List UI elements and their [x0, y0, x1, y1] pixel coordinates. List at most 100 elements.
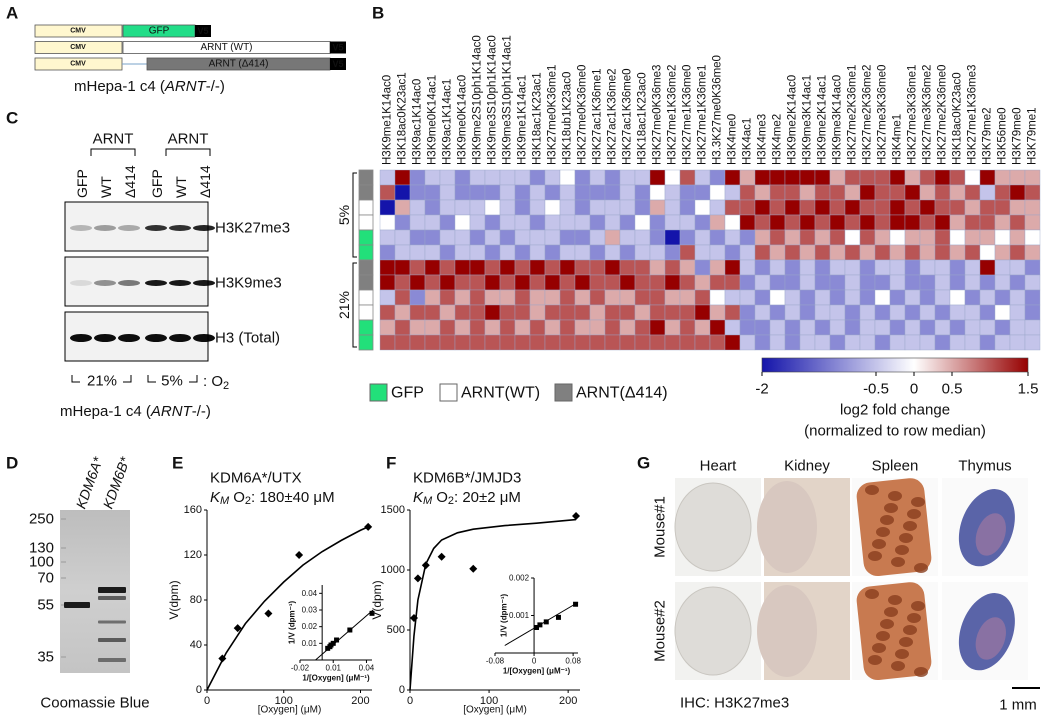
- heatmap-cell: [859, 184, 876, 201]
- heatmap-cell: [1009, 319, 1026, 336]
- heatmap-cell: [889, 229, 906, 246]
- genotype-cell: [358, 214, 374, 231]
- heatmap-cell: [604, 304, 621, 321]
- heatmap-cell: [754, 244, 771, 261]
- heatmap-cell: [424, 319, 441, 336]
- data-point: [334, 637, 340, 643]
- heatmap-cell: [409, 244, 426, 261]
- column-label: H3K27me2K36me2: [862, 65, 874, 165]
- heatmap-cell: [1009, 304, 1026, 321]
- heatmap-cell: [634, 229, 651, 246]
- heatmap-cell: [484, 289, 501, 306]
- heatmap-cell: [724, 334, 741, 351]
- group-bracket: [352, 262, 357, 348]
- heatmap-cell: [979, 289, 996, 306]
- group-label: ARNT: [168, 131, 209, 148]
- y-tick-label: 80: [190, 594, 202, 606]
- heatmap-cell: [574, 229, 591, 246]
- tissue-spot: [865, 589, 879, 599]
- lane-label: GFP: [149, 169, 165, 198]
- heatmap-cell: [604, 319, 621, 336]
- column-label: H3K27me2K36me1: [847, 65, 859, 165]
- heatmap-cell: [454, 199, 471, 216]
- y-axis-label: V(dpm): [370, 580, 384, 619]
- heatmap-cell: [649, 169, 666, 186]
- heatmap-cell: [1024, 199, 1041, 216]
- heatmap-cell: [799, 304, 816, 321]
- group-label: ARNT: [93, 131, 134, 148]
- heatmap-cell: [979, 334, 996, 351]
- heatmap-cell: [469, 214, 486, 231]
- heatmap-cell: [694, 169, 711, 186]
- heatmap-cell: [574, 259, 591, 276]
- heatmap-cell: [844, 259, 861, 276]
- heatmap-cell: [529, 319, 546, 336]
- heatmap-cell: [529, 289, 546, 306]
- heatmap-cell: [484, 184, 501, 201]
- heatmap-cell: [589, 169, 606, 186]
- x-axis-label: [Oxygen] (μM): [258, 705, 322, 716]
- heatmap-cell: [454, 319, 471, 336]
- heatmap-cell: [724, 274, 741, 291]
- heatmap-cell: [904, 274, 921, 291]
- column-label: H3K9me2K14ac0: [787, 75, 799, 165]
- legend-swatch: [369, 383, 388, 402]
- fit-curve: [206, 526, 369, 691]
- heatmap-cell: [619, 229, 636, 246]
- heatmap-cell: [769, 229, 786, 246]
- data-point: [555, 614, 561, 620]
- heatmap-cell: [829, 199, 846, 216]
- heatmap-cell: [709, 334, 726, 351]
- heatmap-cell: [904, 289, 921, 306]
- heatmap-cell: [814, 304, 831, 321]
- heatmap-cell: [439, 319, 456, 336]
- cell-line-label-part: ARNT: [150, 403, 194, 420]
- heatmap-cell: [394, 319, 411, 336]
- heatmap-cell: [949, 229, 966, 246]
- heatmap-cell: [514, 184, 531, 201]
- heatmap-cell: [979, 199, 996, 216]
- heatmap-cell: [859, 304, 876, 321]
- heatmap-cell: [1024, 229, 1041, 246]
- genotype-cell: [358, 289, 374, 306]
- column-label: H3K79me0: [1012, 107, 1024, 165]
- heatmap-cell: [904, 304, 921, 321]
- column-label: H3K27me0K36me0: [577, 65, 589, 165]
- heatmap-cell: [604, 334, 621, 351]
- inset-background: [491, 574, 582, 657]
- x-tick-label: 100: [480, 695, 498, 707]
- data-point: [364, 522, 373, 531]
- tissue: [757, 585, 817, 677]
- heatmap-cell: [994, 289, 1011, 306]
- heatmap-cell: [859, 274, 876, 291]
- column-label: H3K18ub1K23ac0: [562, 72, 574, 165]
- heatmap-cell: [514, 274, 531, 291]
- column-label: H3K9me1K14ac1: [517, 75, 529, 165]
- protein-band: [98, 658, 126, 662]
- heatmap-cell: [754, 229, 771, 246]
- heatmap-cell: [649, 229, 666, 246]
- x-tick-label: 0.08: [565, 657, 581, 666]
- heatmap-cell: [574, 199, 591, 216]
- heatmap-cell: [649, 274, 666, 291]
- oxygen-label: : O2: [203, 373, 229, 393]
- heatmap-cell: [904, 229, 921, 246]
- heatmap-cell: [394, 184, 411, 201]
- heatmap-cell: [439, 304, 456, 321]
- heatmap-cell: [754, 319, 771, 336]
- tissue-spot: [865, 485, 879, 495]
- heatmap-cell: [769, 319, 786, 336]
- heatmap-cell: [919, 289, 936, 306]
- data-point: [330, 640, 336, 646]
- tissue-spot: [884, 607, 898, 617]
- heatmap-cell: [994, 319, 1011, 336]
- heatmap-cell: [739, 304, 756, 321]
- colorbar-tick-label: -2: [755, 381, 768, 398]
- panel-letter: D: [6, 454, 18, 473]
- y-tick-label: 0.001: [509, 611, 530, 620]
- heatmap-cell: [799, 259, 816, 276]
- protein-band: [64, 602, 90, 608]
- column-label: H3K4me0: [727, 114, 739, 165]
- condition-label: 21%: [87, 373, 117, 390]
- heatmap-cell: [649, 214, 666, 231]
